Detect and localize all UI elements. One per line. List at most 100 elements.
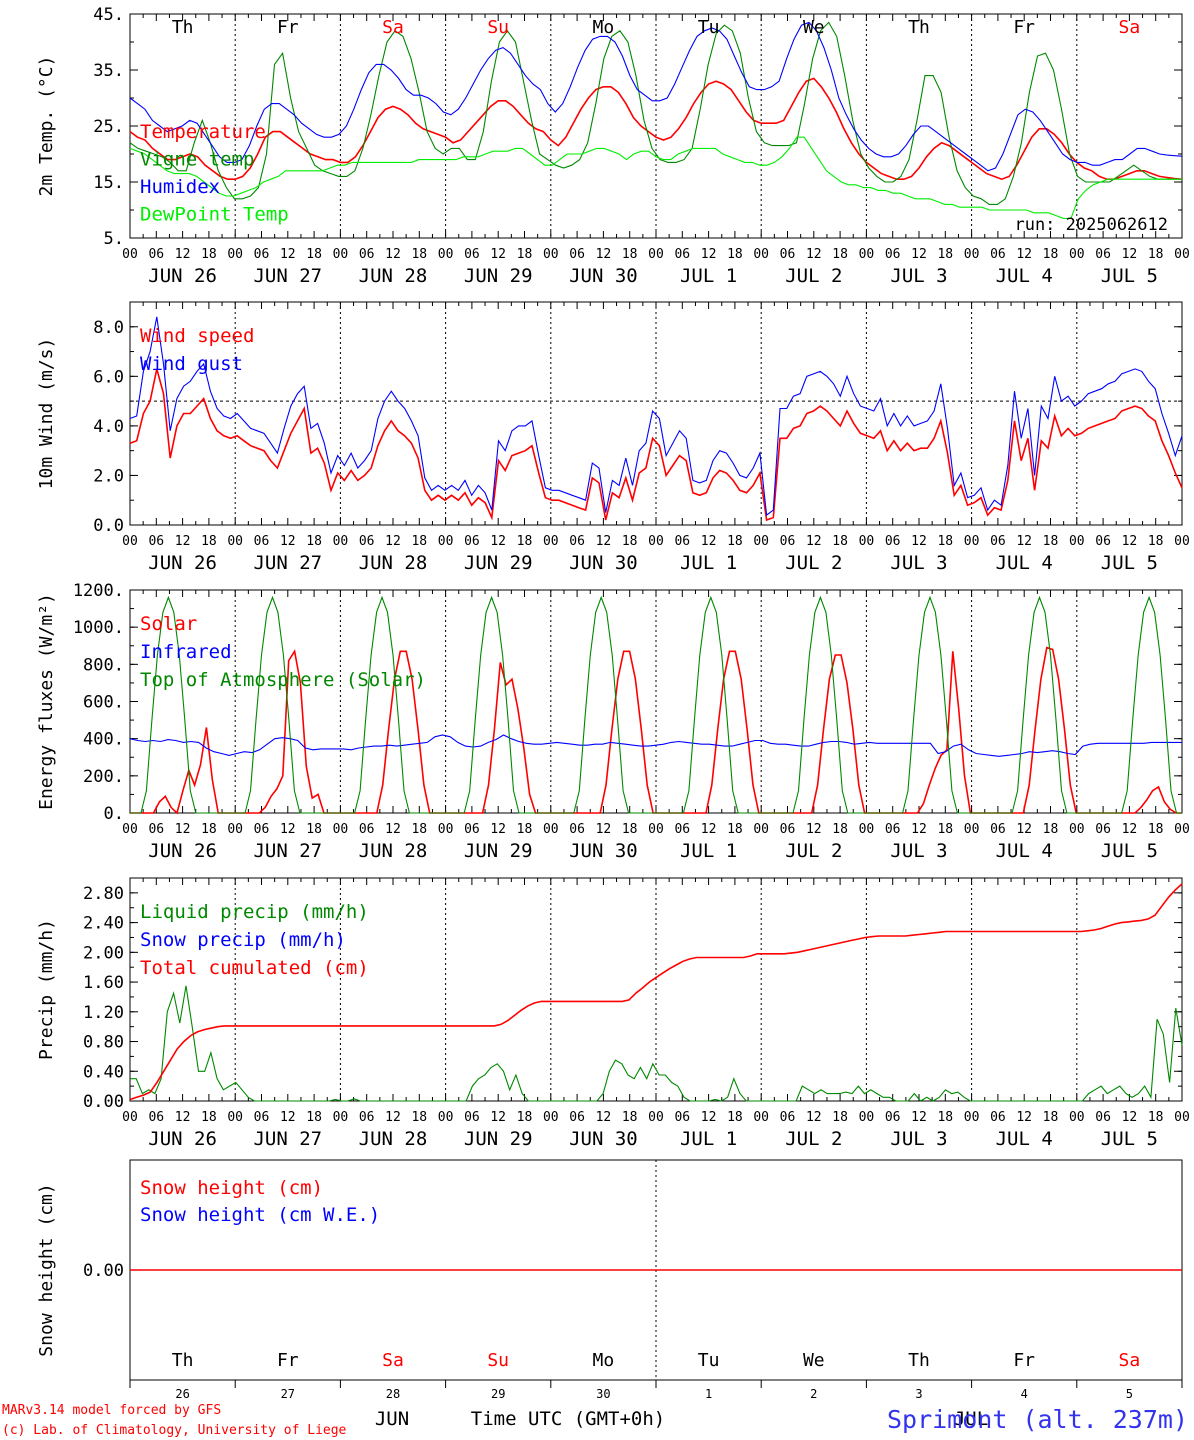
hour-label: 06 xyxy=(464,1110,480,1125)
hour-label: 12 xyxy=(806,534,822,549)
date-label: JUN 28 xyxy=(359,1128,428,1150)
day-number: 3 xyxy=(915,1387,922,1401)
weekday-label: Sa xyxy=(382,17,404,38)
hour-label: 06 xyxy=(569,822,585,837)
hour-label: 00 xyxy=(648,247,664,262)
hour-label: 06 xyxy=(990,247,1006,262)
legend-entry: Total cumulated (cm) xyxy=(140,957,369,979)
date-label: JUN 30 xyxy=(569,265,638,287)
date-label: JUL 3 xyxy=(890,1128,947,1150)
hour-label: 12 xyxy=(280,534,296,549)
hour-label: 18 xyxy=(306,247,322,262)
hour-label: 12 xyxy=(1016,822,1032,837)
legend-entry: Wind gust xyxy=(140,353,243,375)
hour-label: 18 xyxy=(832,822,848,837)
hour-label: 06 xyxy=(1095,534,1111,549)
hour-label: 12 xyxy=(1122,534,1138,549)
hour-label: 00 xyxy=(753,534,769,549)
weekday-label: Su xyxy=(487,1350,509,1371)
hour-label: 00 xyxy=(859,247,875,262)
y-tick-label: 400. xyxy=(83,730,124,750)
hour-label: 00 xyxy=(648,822,664,837)
hour-label: 12 xyxy=(596,1110,612,1125)
station-label: Sprimont (alt. 237m) xyxy=(887,1405,1188,1434)
day-number: 29 xyxy=(491,1387,505,1401)
hour-label: 12 xyxy=(490,1110,506,1125)
hour-label: 12 xyxy=(806,1110,822,1125)
run-label: run: 2025062612 xyxy=(1014,215,1168,235)
hour-label: 18 xyxy=(517,1110,533,1125)
hour-label: 12 xyxy=(280,247,296,262)
hour-label: 06 xyxy=(569,1110,585,1125)
hour-label: 06 xyxy=(359,1110,375,1125)
hour-label: 12 xyxy=(1016,1110,1032,1125)
hour-label: 18 xyxy=(306,822,322,837)
hour-label: 00 xyxy=(964,534,980,549)
y-tick-label: 2.40 xyxy=(83,914,124,934)
hour-label: 06 xyxy=(990,1110,1006,1125)
date-label: JUL 2 xyxy=(785,552,842,574)
hour-label: 06 xyxy=(780,247,796,262)
hour-label: 18 xyxy=(201,247,217,262)
hour-label: 18 xyxy=(622,534,638,549)
hour-label: 12 xyxy=(490,247,506,262)
series-line xyxy=(130,985,1183,1102)
hour-label: 18 xyxy=(622,822,638,837)
weekday-label: Tu xyxy=(698,17,720,38)
date-label: JUL 1 xyxy=(680,265,737,287)
hour-label: 06 xyxy=(885,534,901,549)
hour-label: 06 xyxy=(569,534,585,549)
hour-label: 18 xyxy=(832,1110,848,1125)
date-label: JUN 29 xyxy=(464,840,533,862)
hour-label: 12 xyxy=(175,247,191,262)
series-line xyxy=(130,595,1182,814)
hour-label: 18 xyxy=(411,1110,427,1125)
y-axis-label: Snow height (cm) xyxy=(36,1183,57,1356)
hour-label: 00 xyxy=(1069,247,1085,262)
series-line xyxy=(129,21,1183,172)
hour-label: 00 xyxy=(1174,822,1190,837)
panel-1: 5. 15. 25. 35. 45. 2m Temp. (°C) Temperature Vi… xyxy=(36,5,1190,287)
series-line xyxy=(129,136,1182,219)
hour-label: 12 xyxy=(280,822,296,837)
hour-label: 00 xyxy=(333,534,349,549)
hour-label: 00 xyxy=(964,1110,980,1125)
hour-label: 18 xyxy=(832,534,848,549)
hour-label: 00 xyxy=(1174,1110,1190,1125)
weekday-label: Th xyxy=(908,1350,930,1371)
weekday-label: Sa xyxy=(382,1350,404,1371)
lab-credit: (c) Lab. of Climatology, University of L… xyxy=(2,1423,347,1438)
hour-label: 12 xyxy=(911,534,927,549)
y-tick-label: 600. xyxy=(83,693,124,713)
series-line xyxy=(129,734,1182,757)
legend-entry: Vigne temp xyxy=(140,149,254,171)
hour-label: 12 xyxy=(701,1110,717,1125)
date-label: JUL 1 xyxy=(680,840,737,862)
hour-label: 00 xyxy=(438,247,454,262)
hour-label: 06 xyxy=(1095,247,1111,262)
hour-label: 06 xyxy=(885,247,901,262)
hour-label: 18 xyxy=(201,1110,217,1125)
hour-label: 06 xyxy=(464,247,480,262)
hour-label: 12 xyxy=(806,822,822,837)
hour-label: 12 xyxy=(1016,247,1032,262)
hour-label: 18 xyxy=(411,247,427,262)
series-line xyxy=(129,77,1183,181)
weekday-label: Th xyxy=(172,1350,194,1371)
y-tick-label: 200. xyxy=(83,767,124,787)
hour-label: 00 xyxy=(333,1110,349,1125)
legend-entry: Temperature xyxy=(140,121,266,143)
hour-label: 18 xyxy=(622,1110,638,1125)
y-tick-label: 1.60 xyxy=(83,973,124,993)
hour-label: 06 xyxy=(885,1110,901,1125)
hour-label: 18 xyxy=(517,534,533,549)
hour-label: 00 xyxy=(438,534,454,549)
hour-label: 12 xyxy=(490,534,506,549)
y-tick-label: 6.0 xyxy=(93,367,124,387)
y-tick-label: 0.40 xyxy=(83,1062,124,1082)
date-label: JUL 4 xyxy=(996,1128,1053,1150)
legend-entry: Solar xyxy=(140,613,197,635)
hour-label: 06 xyxy=(148,534,164,549)
date-label: JUL 1 xyxy=(680,552,737,574)
weekday-label: We xyxy=(803,17,825,38)
